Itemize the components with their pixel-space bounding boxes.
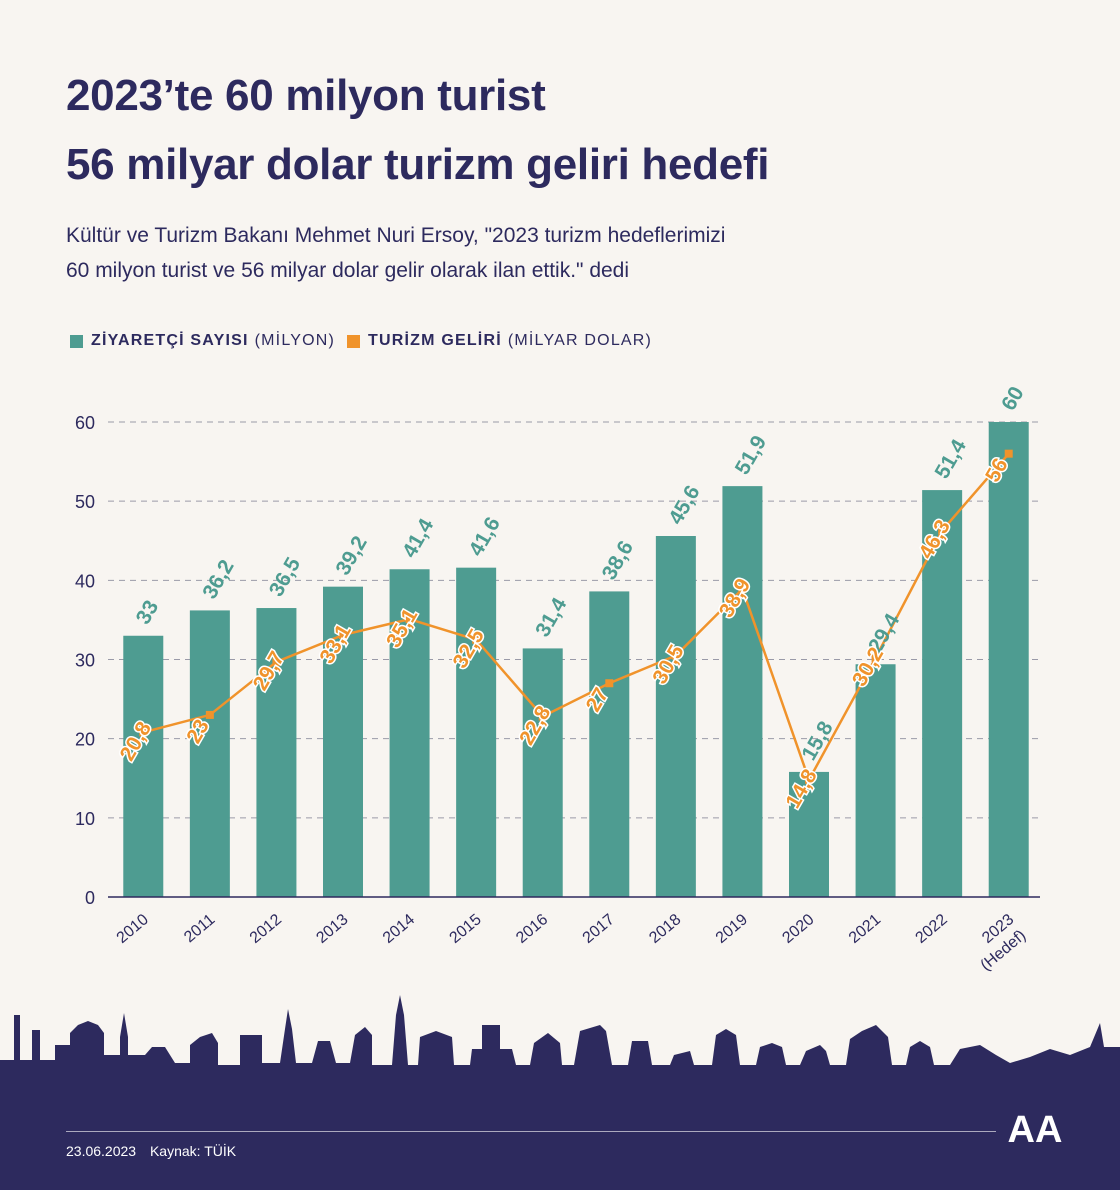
bar-value-label: 38,6	[598, 537, 638, 584]
y-tick-label: 10	[75, 809, 95, 829]
logo-text: AA	[1008, 1109, 1063, 1151]
x-tick-label: 2011	[181, 911, 218, 946]
aa-logo: AA	[1008, 1109, 1063, 1151]
revenue-point-2016	[538, 712, 547, 721]
title-line-1: 2023’te 60 milyon turist	[66, 71, 546, 120]
bar-2012	[256, 608, 297, 897]
legend-label-revenue: TURİZM GELİRİ	[368, 332, 502, 349]
legend-swatch-revenue	[347, 334, 361, 348]
revenue-point-2014	[405, 615, 414, 624]
bar-2015	[456, 567, 497, 897]
y-tick-label: 60	[75, 413, 95, 433]
x-tick-label: 2021	[846, 911, 884, 947]
bar-2018	[655, 536, 696, 897]
x-tick-label: 2017	[580, 911, 618, 947]
revenue-line	[139, 449, 1013, 784]
bar-value-label: 60	[997, 383, 1029, 415]
subtitle-line-2: 60 milyon turist ve 56 milyar dolar geli…	[66, 259, 630, 282]
x-tick-label: 2013	[313, 911, 351, 947]
publish-date: 23.06.2023	[66, 1143, 137, 1159]
revenue-point-2019	[738, 585, 747, 594]
bar-value-label: 36,5	[265, 553, 306, 600]
footer-divider	[66, 1131, 996, 1132]
x-tick-label: 2016	[513, 911, 551, 947]
y-tick-label: 50	[75, 492, 95, 512]
legend-item-visitors: ZİYARETÇİ SAYISI (MİLYON)	[70, 332, 335, 350]
bar-2011	[189, 610, 230, 897]
bar-value-label: 45,6	[664, 482, 704, 529]
x-tick-label: 2010	[114, 911, 152, 947]
footer-credits: 23.06.2023 Kaynak: TÜİK	[66, 1143, 246, 1159]
y-tick-label: 40	[75, 571, 95, 591]
x-tick-label: 2019	[713, 911, 751, 947]
bar-2016	[522, 648, 563, 897]
x-tick-label: 2018	[646, 911, 684, 947]
bar-2020	[789, 771, 829, 897]
data-source: Kaynak: TÜİK	[149, 1143, 237, 1159]
bar-value-label: 31,4	[531, 594, 572, 641]
revenue-point-2013	[339, 630, 347, 639]
bar-2021	[855, 664, 896, 897]
bar-2019	[722, 486, 763, 897]
visitor-bars	[123, 422, 1029, 897]
revenue-point-2020	[805, 775, 813, 784]
x-tick-label: 2020	[779, 911, 817, 947]
revenue-point-2017	[605, 679, 614, 688]
revenue-point-2015	[472, 635, 481, 644]
y-tick-label: 20	[75, 730, 95, 750]
revenue-point-2022	[938, 526, 947, 535]
bar-value-label: 41,6	[465, 513, 505, 560]
revenue-point-2018	[671, 651, 680, 660]
x-tick-label: 2014	[380, 911, 418, 947]
revenue-point-2011	[205, 710, 214, 719]
legend-unit-visitors: (MİLYON)	[254, 332, 336, 349]
x-tick-label: 2015	[447, 911, 485, 947]
bar-2010	[123, 635, 164, 897]
bar-value-label: 39,2	[331, 532, 371, 579]
revenue-point-2012	[272, 657, 281, 666]
bar-2023	[988, 422, 1029, 897]
revenue-point-2023	[1004, 449, 1013, 458]
x-tick-label: 2012	[247, 911, 285, 947]
bar-2017	[589, 591, 630, 897]
revenue-point-2021	[871, 653, 880, 662]
revenue-polyline	[142, 452, 1010, 783]
bar-value-label: 51,9	[731, 432, 771, 479]
chart-legend: ZİYARETÇİ SAYISI (MİLYON) TURİZM GELİRİ …	[70, 332, 664, 350]
x-axis-labels: 2010 2011 2012 2013 2014 2015 2016 2017 2018 2019…	[114, 911, 1030, 974]
legend-label-visitors: ZİYARETÇİ SAYISI	[91, 332, 249, 349]
title-line-2: 56 milyar dolar turizm geliri hedefi	[66, 140, 770, 189]
bar-value-label: 15,8	[797, 717, 838, 764]
bar-value-label: 33	[132, 597, 164, 629]
x-tick-label: 2022	[913, 911, 951, 947]
subtitle-line-1: Kültür ve Turizm Bakanı Mehmet Nuri Erso…	[66, 224, 726, 247]
y-axis-ticks: 0 10 20 30 40 50 60	[75, 413, 95, 908]
city-skyline-silhouette	[0, 995, 1120, 1190]
y-tick-label: 30	[75, 651, 95, 671]
bar-value-label: 51,4	[931, 435, 972, 482]
legend-swatch-visitors	[70, 334, 83, 348]
y-tick-label: 0	[85, 888, 95, 908]
legend-unit-revenue: (MİLYAR DOLAR)	[507, 332, 653, 349]
legend-item-revenue: TURİZM GELİRİ (MİLYAR DOLAR)	[347, 332, 652, 350]
bar-value-label: 41,4	[398, 515, 439, 562]
subtitle: Kültür ve Turizm Bakanı Mehmet Nuri Erso…	[66, 218, 1066, 288]
combo-chart: 0 10 20 30 40 50 60 33 36,2 36,5 39,2 41,4 41,6 31,4…	[75, 383, 1040, 974]
bar-value-label: 36,2	[198, 556, 238, 603]
revenue-point-2010	[139, 728, 148, 737]
